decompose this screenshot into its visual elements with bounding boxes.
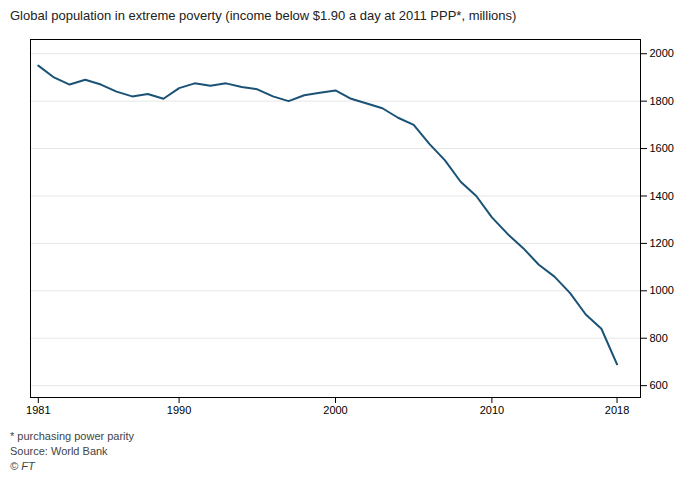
html-text:© FT: © FT (10, 460, 35, 472)
svg-text:1800: 1800 (650, 95, 674, 107)
svg-text:2000: 2000 (650, 47, 674, 59)
svg-text:600: 600 (650, 379, 668, 391)
svg-text:2010: 2010 (480, 404, 504, 416)
svg-text:1400: 1400 (650, 189, 674, 201)
svg-text:1990: 1990 (167, 404, 191, 416)
svg-text:1000: 1000 (650, 284, 674, 296)
svg-text:2018: 2018 (605, 404, 629, 416)
svg-text:1981: 1981 (26, 404, 50, 416)
html-text:* purchasing power parity: * purchasing power parity (10, 430, 135, 442)
svg-text:1600: 1600 (650, 142, 674, 154)
html-text:Global population in extreme p: Global population in extreme poverty (in… (10, 8, 517, 23)
html-text:Source: World Bank: Source: World Bank (10, 445, 108, 457)
svg-text:2000: 2000 (323, 404, 347, 416)
svg-text:800: 800 (650, 332, 668, 344)
svg-text:1200: 1200 (650, 237, 674, 249)
